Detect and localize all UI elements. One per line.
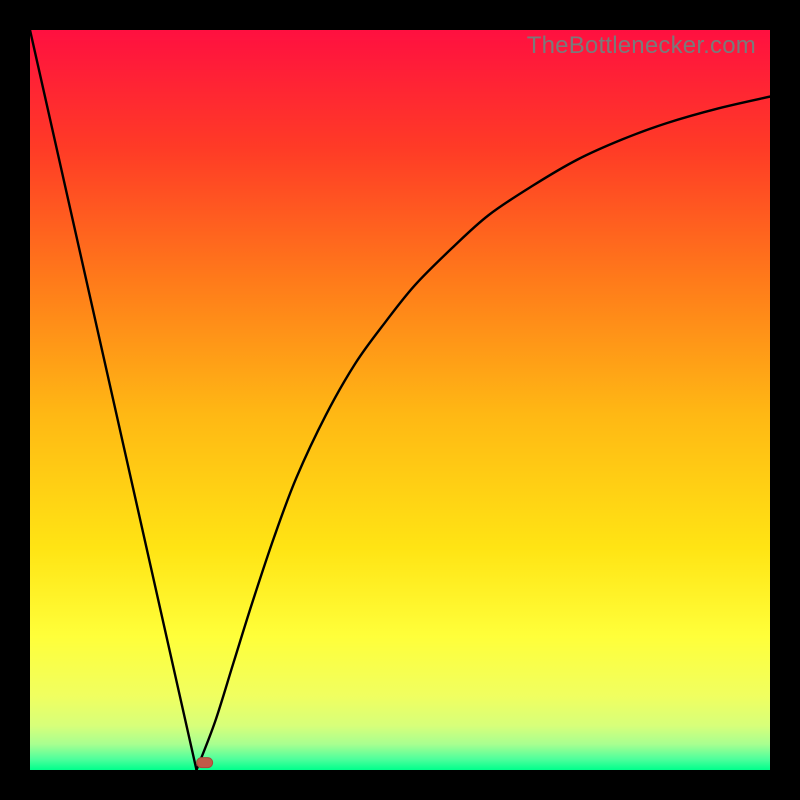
plot-area (30, 30, 770, 770)
chart-frame: TheBottlenecker.com (0, 0, 800, 800)
watermark-text: TheBottlenecker.com (527, 32, 756, 60)
optimal-marker (197, 758, 213, 768)
curve-layer (30, 30, 770, 770)
right-curve (197, 97, 771, 770)
left-line (30, 30, 197, 770)
